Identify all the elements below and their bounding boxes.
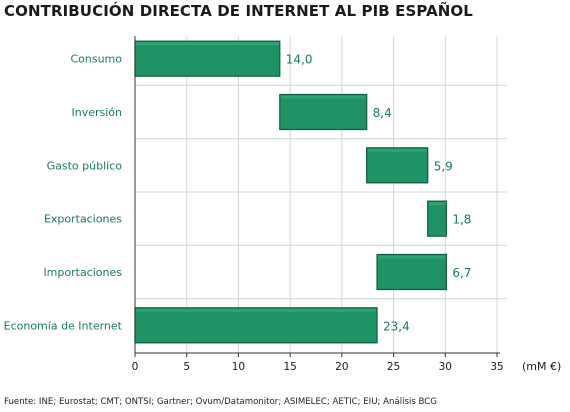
bar-highlight [136,308,377,312]
bar-highlight [428,202,446,206]
x-tick-label: 25 [387,361,400,373]
data-label: 14,0 [286,53,313,67]
bar-highlight [367,148,427,152]
grid-layer [134,36,507,354]
x-tick-label: 35 [490,361,503,373]
chart-title: CONTRIBUCIÓN DIRECTA DE INTERNET AL PIB … [4,2,473,20]
category-label: Inversión [71,106,122,119]
category-label: Consumo [70,53,122,66]
bar-2 [279,93,368,131]
data-label: 8,4 [373,106,392,120]
bar-4 [427,200,447,237]
x-tick-label: 10 [232,361,245,373]
category-label: Economía de Internet [4,319,123,332]
unit-label: (mM €) [522,360,561,373]
source-note: Fuente: INE; Eurostat; CMT; ONTSI; Gartn… [4,397,437,407]
labels-layer: Consumo 14,0 Inversión 8,4 Gasto público 5,9 E… [4,53,472,334]
bar-5 [376,253,447,291]
data-label: 1,8 [452,213,471,227]
x-tick-label: 20 [335,361,348,373]
bar-highlight [280,95,366,99]
category-label: Gasto público [47,159,123,172]
category-label: Exportaciones [44,213,122,226]
data-label: 23,4 [383,319,410,333]
bar-6 [134,307,378,344]
axis-layer: 0 5 10 15 20 25 30 35 (mM €) [132,36,561,373]
bar-highlight [378,255,446,259]
x-tick-label: 30 [439,361,452,373]
category-label: Importaciones [43,266,122,279]
x-tick-label: 5 [183,361,190,373]
data-label: 5,9 [434,159,453,173]
x-tick-label: 0 [132,361,139,373]
data-label: 6,7 [452,266,471,280]
bar-1 [134,40,281,77]
bar-highlight [136,42,279,46]
x-tick-label: 15 [283,361,296,373]
bar-3 [366,147,429,184]
bars-layer [134,40,447,344]
